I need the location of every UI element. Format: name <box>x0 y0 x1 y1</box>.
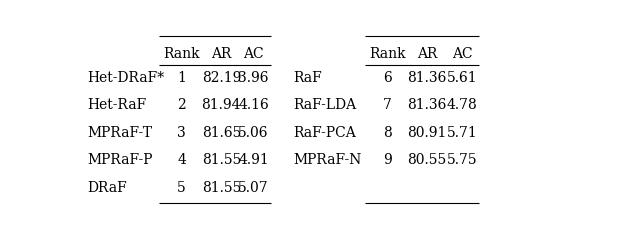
Text: Het-DRaF*: Het-DRaF* <box>88 70 164 85</box>
Text: 5.75: 5.75 <box>447 153 477 167</box>
Text: 6: 6 <box>383 70 392 85</box>
Text: Rank: Rank <box>369 46 406 61</box>
Text: Het-RaF: Het-RaF <box>88 98 147 112</box>
Text: DRaF: DRaF <box>88 181 127 195</box>
Text: 8: 8 <box>383 126 392 140</box>
Text: MPRaF-P: MPRaF-P <box>88 153 153 167</box>
Text: 81.36: 81.36 <box>408 98 447 112</box>
Text: 81.55: 81.55 <box>202 181 241 195</box>
Text: 9: 9 <box>383 153 392 167</box>
Text: 5.07: 5.07 <box>238 181 269 195</box>
Text: 5.71: 5.71 <box>447 126 477 140</box>
Text: 4.78: 4.78 <box>447 98 477 112</box>
Text: RaF-LDA: RaF-LDA <box>293 98 356 112</box>
Text: 1: 1 <box>177 70 186 85</box>
Text: 81.65: 81.65 <box>202 126 241 140</box>
Text: AR: AR <box>211 46 232 61</box>
Text: 4.91: 4.91 <box>238 153 269 167</box>
Text: 81.55: 81.55 <box>202 153 241 167</box>
Text: 3.96: 3.96 <box>238 70 269 85</box>
Text: AC: AC <box>243 46 264 61</box>
Text: RaF-PCA: RaF-PCA <box>293 126 356 140</box>
Text: MPRaF-N: MPRaF-N <box>293 153 362 167</box>
Text: 3: 3 <box>177 126 186 140</box>
Text: 81.36: 81.36 <box>408 70 447 85</box>
Text: 82.19: 82.19 <box>202 70 241 85</box>
Text: RaF: RaF <box>293 70 322 85</box>
Text: 5: 5 <box>177 181 186 195</box>
Text: MPRaF-T: MPRaF-T <box>88 126 152 140</box>
Text: Rank: Rank <box>163 46 200 61</box>
Text: AR: AR <box>417 46 437 61</box>
Text: 5.61: 5.61 <box>447 70 477 85</box>
Text: 4.16: 4.16 <box>238 98 269 112</box>
Text: 80.91: 80.91 <box>408 126 447 140</box>
Text: 7: 7 <box>383 98 392 112</box>
Text: 80.55: 80.55 <box>408 153 447 167</box>
Text: 2: 2 <box>177 98 186 112</box>
Text: AC: AC <box>452 46 472 61</box>
Text: 5.06: 5.06 <box>238 126 269 140</box>
Text: 81.94: 81.94 <box>202 98 241 112</box>
Text: 4: 4 <box>177 153 186 167</box>
